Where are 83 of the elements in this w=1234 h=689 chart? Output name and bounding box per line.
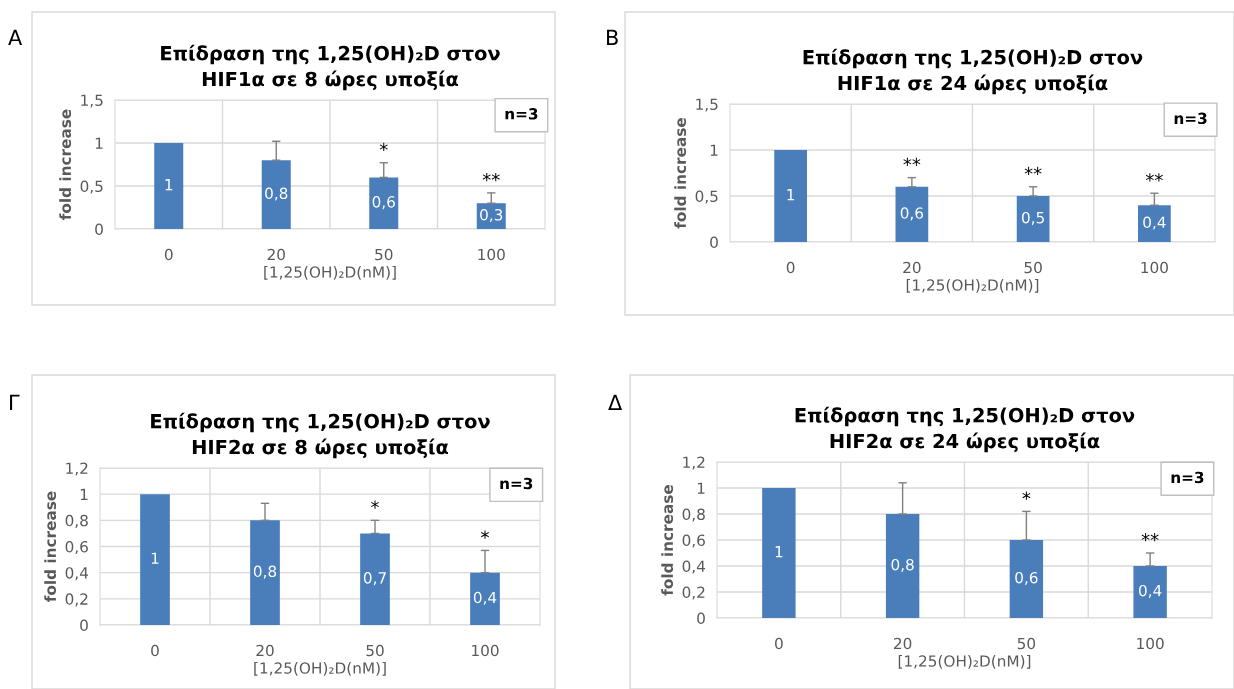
chart-title: Επίδραση της 1,25(OH)₂D στον HIF1α σε 8 ώρες υποξία — [161, 44, 500, 91]
y-tick-label: 0,4 — [682, 560, 706, 574]
annotation: * — [481, 530, 489, 539]
y-tick-label: 0,6 — [682, 534, 705, 548]
y-axis-title: fold increase — [661, 485, 674, 596]
x-tick-label: 20 — [894, 637, 912, 650]
annotation: n=3 — [505, 108, 538, 120]
x-tick-label: 50 — [1017, 637, 1036, 650]
y-tick-label: 1,2 — [66, 462, 88, 476]
x-tick-label: 0 — [164, 248, 173, 261]
y-tick-label: 0 — [710, 236, 718, 249]
annotation: ** — [1141, 533, 1159, 542]
x-tick-label: 50 — [1024, 261, 1042, 274]
y-tick-label: 0,8 — [682, 508, 705, 522]
data-label: 0,6 — [372, 196, 395, 210]
text: A — [8, 29, 23, 45]
x-tick-label: 100 — [1141, 261, 1168, 274]
y-tick-label: 1 — [95, 137, 103, 149]
y-axis-title: fold increase — [44, 491, 57, 602]
y-axis-title: fold increase — [59, 109, 72, 220]
y-tick-label: 0,5 — [695, 190, 718, 204]
x-tick-label: 20 — [903, 261, 921, 274]
data-label: 0,8 — [265, 187, 288, 201]
y-tick-label: 0,5 — [80, 180, 103, 194]
x-axis-title: [1,25(OH)₂D(nM)] — [906, 279, 1039, 293]
text: Δ — [608, 394, 623, 410]
x-tick-label: 50 — [375, 248, 393, 261]
data-label: 0,8 — [253, 565, 277, 579]
y-tick-label: 0 — [95, 223, 103, 236]
y-tick-label: 0,2 — [682, 586, 705, 600]
y-tick-label: 0,6 — [65, 540, 88, 555]
y-tick-label: 1,2 — [683, 456, 705, 470]
annotation: * — [379, 142, 388, 152]
x-tick-label: 50 — [366, 644, 384, 657]
annotation: n=3 — [1171, 471, 1204, 484]
annotation: ** — [903, 157, 921, 166]
annotation: n=3 — [1174, 112, 1207, 125]
y-tick-label: 0 — [697, 612, 705, 625]
data-label: 1 — [787, 189, 795, 201]
y-tick-label: 1 — [697, 482, 705, 494]
chart-title: Επίδραση της 1,25(OH)₂D στον HIF2α σε 8 ώρες υποξία — [151, 412, 490, 459]
text: B — [607, 29, 618, 45]
data-label: 1 — [151, 552, 159, 564]
x-tick-label: 100 — [472, 644, 499, 657]
annotation: n=3 — [500, 477, 533, 490]
y-axis-title: fold increase — [674, 118, 687, 229]
data-label: 1 — [775, 546, 783, 558]
x-axis-title: [1,25(OH)₂D(nM)] — [254, 662, 386, 676]
data-label: 0,3 — [480, 208, 503, 223]
x-tick-label: 20 — [267, 248, 285, 261]
x-tick-label: 0 — [151, 644, 159, 657]
chart-title: Επίδραση της 1,25(OH)₂D στον HIF2α σε 24 ώρες υποξία — [795, 406, 1135, 453]
data-label: 0,4 — [473, 591, 497, 605]
y-tick-label: 0 — [80, 619, 88, 632]
x-tick-label: 100 — [478, 248, 505, 261]
data-label: 0,4 — [1143, 216, 1166, 230]
chart-title: Επίδραση της 1,25(OH)₂D στον HIF1α σε 24 ώρες υποξία — [803, 48, 1143, 95]
annotation: * — [1022, 491, 1031, 500]
x-tick-label: 20 — [256, 644, 274, 657]
x-tick-label: 0 — [786, 261, 795, 274]
annotation: ** — [1145, 173, 1163, 182]
data-label: 0,7 — [363, 572, 386, 586]
annotation: ** — [482, 172, 500, 182]
y-tick-label: 1,5 — [81, 94, 103, 108]
y-tick-label: 1,5 — [696, 98, 718, 112]
x-tick-label: 100 — [1137, 637, 1164, 650]
y-tick-label: 0,2 — [65, 593, 88, 607]
y-tick-label: 1 — [710, 144, 718, 156]
y-tick-label: 1 — [80, 488, 88, 500]
data-label: 1 — [165, 179, 173, 191]
data-label: 0,5 — [1021, 211, 1044, 225]
data-label: 0,8 — [891, 558, 914, 572]
data-label: 0,6 — [900, 207, 924, 221]
annotation: ** — [1024, 166, 1042, 176]
y-tick-label: 0,8 — [65, 514, 88, 528]
data-label: 0,6 — [1015, 571, 1038, 585]
x-axis-title: [1,25(OH)₂D(nM)] — [898, 655, 1031, 669]
x-tick-label: 0 — [775, 637, 783, 650]
text: Γ — [10, 394, 20, 410]
x-axis-title: [1,25(OH)₂D(nM)] — [264, 266, 396, 280]
y-tick-label: 0,4 — [65, 567, 89, 581]
data-label: 0,4 — [1138, 584, 1162, 598]
annotation: * — [371, 500, 379, 509]
